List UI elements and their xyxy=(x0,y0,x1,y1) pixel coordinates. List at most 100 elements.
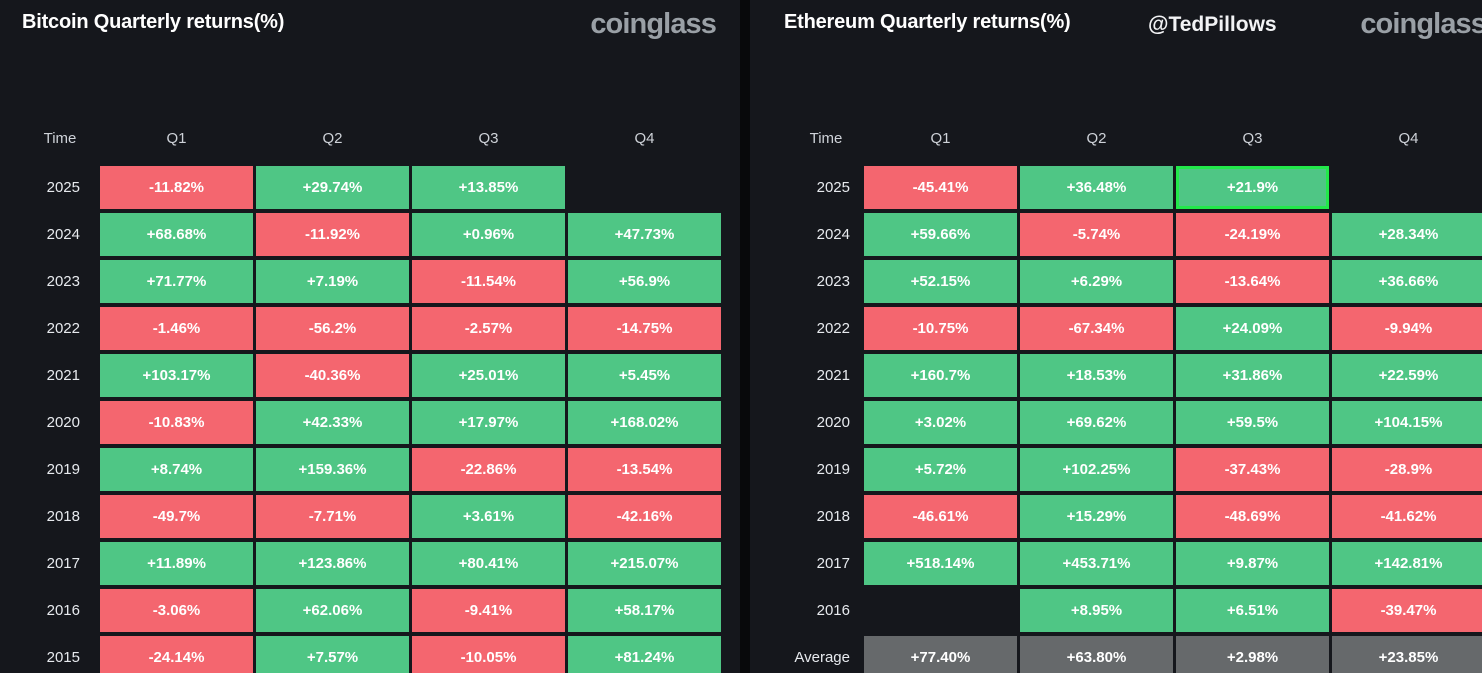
return-cell-2020-q2: +69.62% xyxy=(1020,401,1173,444)
row-label-average: Average xyxy=(794,649,850,666)
return-cell-2024-q4: +47.73% xyxy=(568,213,721,256)
return-cell-2020-q3: +59.5% xyxy=(1176,401,1329,444)
return-cell-2023-q1: +71.77% xyxy=(100,260,253,303)
return-cell-2018-q3: -48.69% xyxy=(1176,495,1329,538)
return-cell-average-q4: +23.85% xyxy=(1332,636,1482,673)
row-label-2018: 2018 xyxy=(816,508,850,525)
row-label-2020: 2020 xyxy=(816,414,850,431)
return-cell-2019-q3: -22.86% xyxy=(412,448,565,491)
return-cell-2020-q2: +42.33% xyxy=(256,401,409,444)
return-cell-2019-q4: -13.54% xyxy=(568,448,721,491)
return-cell-2016-q3: -9.41% xyxy=(412,589,565,632)
row-label-2016: 2016 xyxy=(46,602,80,619)
return-cell-2024-q2: -5.74% xyxy=(1020,213,1173,256)
return-cell-2017-q3: +9.87% xyxy=(1176,542,1329,585)
return-cell-2017-q1: +518.14% xyxy=(864,542,1017,585)
return-cell-2025-q2: +29.74% xyxy=(256,166,409,209)
return-cell-2022-q1: -1.46% xyxy=(100,307,253,350)
return-cell-2024-q2: -11.92% xyxy=(256,213,409,256)
column-header-q1: Q1 xyxy=(166,130,187,147)
row-label-2023: 2023 xyxy=(816,273,850,290)
return-cell-2024-q3: -24.19% xyxy=(1176,213,1329,256)
return-cell-2015-q3: -10.05% xyxy=(412,636,565,673)
row-label-2015: 2015 xyxy=(46,649,80,666)
column-header-q3: Q3 xyxy=(1242,130,1263,147)
return-cell-2015-q1: -24.14% xyxy=(100,636,253,673)
row-label-2021: 2021 xyxy=(816,367,850,384)
bitcoin-panel-header: Bitcoin Quarterly returns(%) coinglass xyxy=(0,0,740,56)
return-cell-2025-q3: +13.85% xyxy=(412,166,565,209)
return-cell-2021-q3: +31.86% xyxy=(1176,354,1329,397)
return-cell-2016-q2: +62.06% xyxy=(256,589,409,632)
row-label-2025: 2025 xyxy=(46,179,80,196)
return-cell-2022-q3: -2.57% xyxy=(412,307,565,350)
return-cell-average-q1: +77.40% xyxy=(864,636,1017,673)
return-cell-2016-q3: +6.51% xyxy=(1176,589,1329,632)
return-cell-2024-q3: +0.96% xyxy=(412,213,565,256)
row-label-2022: 2022 xyxy=(46,320,80,337)
return-cell-2025-q3: +21.9% xyxy=(1176,166,1329,209)
column-header-q4: Q4 xyxy=(634,130,655,147)
return-cell-2017-q4: +215.07% xyxy=(568,542,721,585)
bitcoin-panel-title: Bitcoin Quarterly returns(%) xyxy=(22,11,285,33)
return-cell-2023-q3: -11.54% xyxy=(412,260,565,303)
column-header-q1: Q1 xyxy=(930,130,951,147)
return-cell-2022-q3: +24.09% xyxy=(1176,307,1329,350)
return-cell-2017-q2: +123.86% xyxy=(256,542,409,585)
return-cell-2025-q4 xyxy=(1332,166,1482,209)
return-cell-2018-q3: +3.61% xyxy=(412,495,565,538)
return-cell-2020-q3: +17.97% xyxy=(412,401,565,444)
return-cell-2023-q4: +36.66% xyxy=(1332,260,1482,303)
return-cell-2019-q1: +5.72% xyxy=(864,448,1017,491)
return-cell-average-q2: +63.80% xyxy=(1020,636,1173,673)
return-cell-2018-q4: -41.62% xyxy=(1332,495,1482,538)
return-cell-2023-q3: -13.64% xyxy=(1176,260,1329,303)
return-cell-2024-q1: +59.66% xyxy=(864,213,1017,256)
author-watermark: @TedPillows xyxy=(1148,13,1277,36)
coinglass-logo: coinglass xyxy=(1360,8,1482,40)
return-cell-2023-q4: +56.9% xyxy=(568,260,721,303)
ethereum-panel-title: Ethereum Quarterly returns(%) xyxy=(784,11,1071,33)
column-header-q4: Q4 xyxy=(1398,130,1419,147)
panel-divider xyxy=(740,0,750,673)
return-cell-2021-q2: -40.36% xyxy=(256,354,409,397)
column-header-q2: Q2 xyxy=(1086,130,1107,147)
return-cell-2023-q2: +6.29% xyxy=(1020,260,1173,303)
row-label-2016: 2016 xyxy=(816,602,850,619)
return-cell-2019-q1: +8.74% xyxy=(100,448,253,491)
return-cell-2021-q1: +103.17% xyxy=(100,354,253,397)
row-label-2024: 2024 xyxy=(46,226,80,243)
return-cell-2025-q4 xyxy=(568,166,721,209)
return-cell-2021-q1: +160.7% xyxy=(864,354,1017,397)
return-cell-average-q3: +2.98% xyxy=(1176,636,1329,673)
column-header-q2: Q2 xyxy=(322,130,343,147)
return-cell-2019-q4: -28.9% xyxy=(1332,448,1482,491)
column-header-q3: Q3 xyxy=(478,130,499,147)
return-cell-2022-q1: -10.75% xyxy=(864,307,1017,350)
row-label-2021: 2021 xyxy=(46,367,80,384)
column-header-time: Time xyxy=(43,130,77,147)
return-cell-2025-q1: -45.41% xyxy=(864,166,1017,209)
return-cell-2025-q2: +36.48% xyxy=(1020,166,1173,209)
return-cell-2020-q4: +168.02% xyxy=(568,401,721,444)
return-cell-2016-q1: -3.06% xyxy=(100,589,253,632)
return-cell-2017-q2: +453.71% xyxy=(1020,542,1173,585)
return-cell-2018-q4: -42.16% xyxy=(568,495,721,538)
bitcoin-panel: Bitcoin Quarterly returns(%) coinglass T… xyxy=(0,0,740,673)
return-cell-2021-q4: +5.45% xyxy=(568,354,721,397)
row-label-2020: 2020 xyxy=(46,414,80,431)
return-cell-2018-q1: -46.61% xyxy=(864,495,1017,538)
return-cell-2023-q2: +7.19% xyxy=(256,260,409,303)
row-label-2022: 2022 xyxy=(816,320,850,337)
return-cell-2024-q1: +68.68% xyxy=(100,213,253,256)
return-cell-2022-q4: -9.94% xyxy=(1332,307,1482,350)
return-cell-2020-q1: -10.83% xyxy=(100,401,253,444)
return-cell-2022-q2: -67.34% xyxy=(1020,307,1173,350)
row-label-2018: 2018 xyxy=(46,508,80,525)
return-cell-2021-q4: +22.59% xyxy=(1332,354,1482,397)
return-cell-2020-q4: +104.15% xyxy=(1332,401,1482,444)
return-cell-2016-q4: +58.17% xyxy=(568,589,721,632)
row-label-2023: 2023 xyxy=(46,273,80,290)
return-cell-2016-q4: -39.47% xyxy=(1332,589,1482,632)
